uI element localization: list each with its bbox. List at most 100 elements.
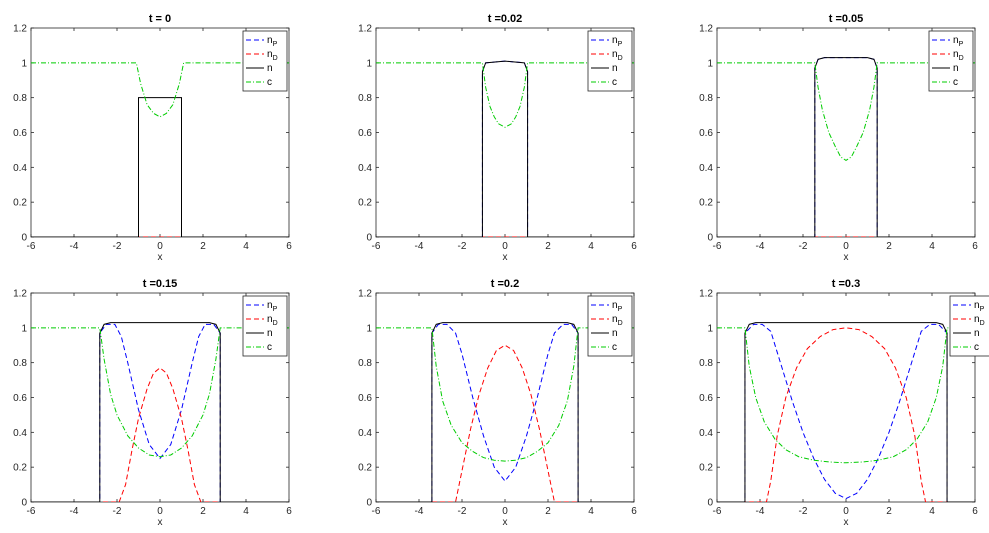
- plot-title: t =0.15: [143, 278, 178, 290]
- y-tick-label: 0.2: [13, 198, 27, 209]
- series-line-c: [717, 62, 975, 161]
- legend-label-subscript: P: [618, 306, 623, 313]
- x-tick-label: 2: [200, 506, 206, 517]
- x-tick-label: -2: [799, 241, 808, 252]
- x-tick-label: 6: [631, 241, 637, 252]
- y-tick-label: 1: [366, 323, 372, 334]
- legend-label-base: n: [267, 49, 273, 60]
- y-tick-label: 0.8: [358, 93, 372, 104]
- x-tick-label: -6: [713, 241, 722, 252]
- x-tick-label: 4: [588, 506, 594, 517]
- legend-label-base: c: [953, 77, 958, 88]
- legend-label-subscript: D: [618, 320, 623, 327]
- x-tick-label: 6: [286, 241, 292, 252]
- legend-label-subscript: D: [959, 55, 964, 62]
- series-line-c: [376, 62, 634, 128]
- y-tick-label: 0: [366, 498, 372, 509]
- x-tick-label: 4: [588, 241, 594, 252]
- x-tick-label: -4: [415, 241, 424, 252]
- legend-label-base: c: [267, 342, 272, 353]
- legend-label-base: n: [267, 314, 273, 325]
- x-tick-label: 2: [545, 506, 551, 517]
- legend-label-base: c: [267, 77, 272, 88]
- legend-label-subscript: P: [273, 41, 278, 48]
- legend-box: [949, 295, 989, 357]
- y-tick-label: 1: [707, 323, 713, 334]
- x-axis-label: x: [158, 517, 163, 528]
- y-tick-label: 0: [707, 233, 713, 244]
- series-line-n: [31, 322, 289, 502]
- y-tick-label: 1.2: [13, 24, 27, 35]
- y-tick-label: 1: [707, 58, 713, 69]
- legend-label-base: n: [974, 328, 980, 339]
- legend-label: nP: [612, 300, 623, 313]
- legend-label: c: [974, 342, 979, 353]
- legend-label: nD: [612, 49, 623, 62]
- x-tick-label: 4: [929, 506, 935, 517]
- x-tick-label: 0: [502, 241, 508, 252]
- legend-label: n: [612, 63, 618, 74]
- x-tick-label: 0: [157, 506, 163, 517]
- x-tick-label: -6: [27, 506, 36, 517]
- x-axis-label: x: [503, 517, 508, 528]
- x-tick-label: 2: [886, 506, 892, 517]
- y-tick-label: 0.2: [358, 463, 372, 474]
- x-tick-label: 0: [157, 241, 163, 252]
- y-tick-label: 0: [21, 233, 27, 244]
- series-line-n-P: [31, 323, 289, 502]
- legend-label: c: [267, 77, 272, 88]
- legend-label-base: n: [612, 314, 618, 325]
- x-tick-label: 0: [843, 241, 849, 252]
- legend-box: [242, 30, 288, 92]
- x-tick-label: -4: [70, 241, 79, 252]
- plot-title: t =0.02: [488, 13, 523, 25]
- legend-label-base: n: [612, 49, 618, 60]
- y-tick-label: 0.4: [358, 163, 372, 174]
- x-tick-label: -2: [113, 506, 122, 517]
- legend-box: [587, 295, 633, 357]
- x-tick-label: -4: [756, 506, 765, 517]
- legend-label: n: [267, 63, 273, 74]
- y-tick-label: 1.2: [358, 289, 372, 300]
- y-tick-label: 0.8: [13, 93, 27, 104]
- series-line-c: [31, 327, 289, 458]
- x-tick-label: 2: [545, 241, 551, 252]
- legend-label: nD: [612, 314, 623, 327]
- legend-label-subscript: D: [273, 55, 278, 62]
- plot-title: t =0.3: [832, 278, 860, 290]
- legend-label-base: n: [974, 314, 980, 325]
- plot-title: t =0.2: [491, 278, 519, 290]
- legend-label-subscript: D: [618, 55, 623, 62]
- plot-area: [716, 292, 976, 503]
- y-tick-label: 0.2: [699, 463, 713, 474]
- y-tick-label: 0: [707, 498, 713, 509]
- legend-label: nP: [974, 300, 985, 313]
- x-tick-label: 4: [929, 241, 935, 252]
- legend-label: n: [612, 328, 618, 339]
- legend-label-base: c: [974, 342, 979, 353]
- x-tick-label: -2: [113, 241, 122, 252]
- x-tick-label: -4: [415, 506, 424, 517]
- series-line-n: [376, 322, 634, 502]
- y-tick-label: 0.8: [358, 358, 372, 369]
- legend-label: nP: [612, 35, 623, 48]
- legend-label: nD: [267, 314, 278, 327]
- plot-title: t = 0: [149, 13, 171, 25]
- legend-label: nP: [267, 300, 278, 313]
- legend-label: c: [612, 342, 617, 353]
- legend-label: nD: [267, 49, 278, 62]
- series-line-c: [717, 327, 975, 464]
- series-line-n: [376, 60, 634, 237]
- y-tick-label: 0.6: [699, 128, 713, 139]
- legend-label-subscript: P: [618, 41, 623, 48]
- legend-label: n: [953, 63, 959, 74]
- y-tick-label: 0.4: [699, 428, 713, 439]
- y-tick-label: 0.6: [13, 393, 27, 404]
- x-tick-label: -6: [372, 241, 381, 252]
- x-tick-label: 6: [972, 506, 978, 517]
- series-line-n-D: [376, 344, 634, 502]
- legend-label: nD: [974, 314, 985, 327]
